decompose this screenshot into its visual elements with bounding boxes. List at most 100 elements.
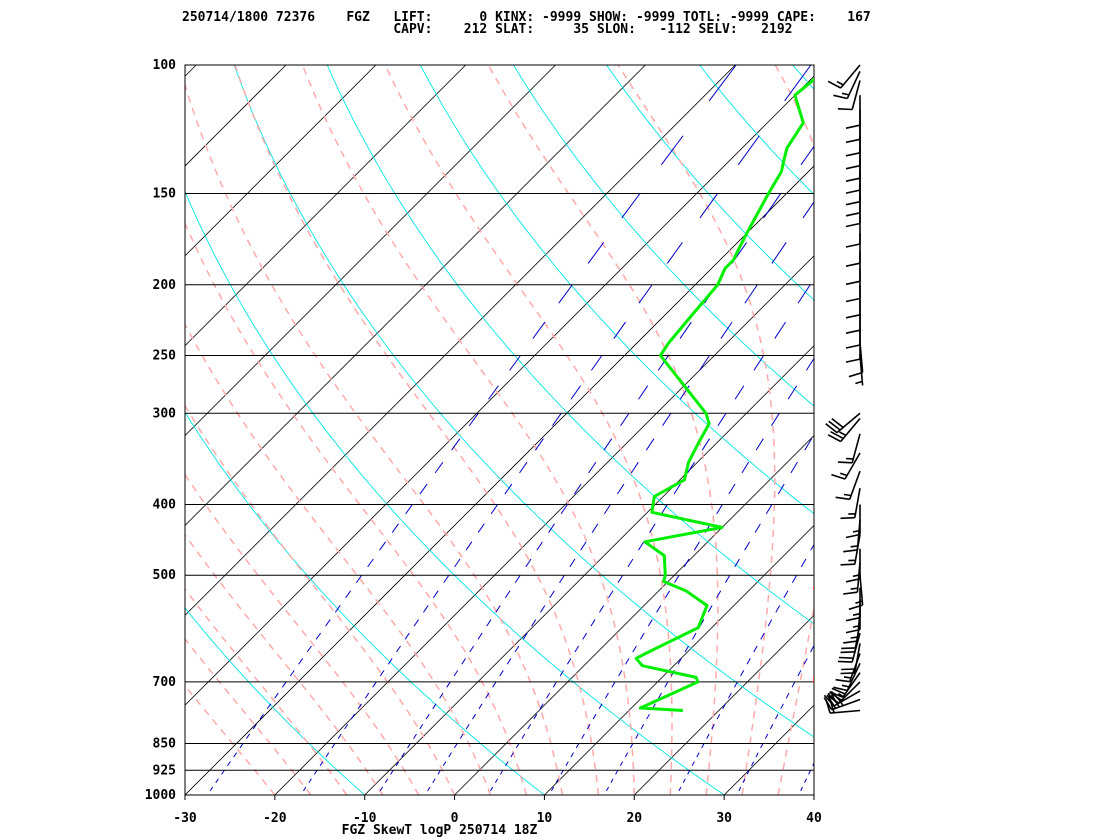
moist-adiabat (234, 65, 600, 795)
mixing-ratio-dash (832, 505, 837, 514)
wind-barb (831, 452, 861, 480)
dry-adiabat (185, 190, 725, 795)
mixing-ratio-dash (826, 734, 828, 739)
wind-barb-full (845, 222, 861, 228)
moist-adiabat (185, 533, 384, 795)
mixing-ratio-dash (922, 542, 926, 550)
dry-adiabat (185, 607, 365, 795)
mixing-ratio-dash (313, 770, 318, 775)
mixing-ratio-dash (797, 670, 802, 677)
dry-adiabat (513, 65, 814, 407)
isotherm-line (274, 255, 814, 795)
wind-barb-half (852, 574, 861, 578)
mixing-ratio-dash (439, 692, 444, 699)
mixing-ratio-dash (345, 590, 352, 599)
wind-barb-half (841, 684, 850, 688)
mixing-ratio-dash (963, 462, 969, 473)
wind-barb-full (830, 430, 844, 440)
mixing-ratio-dash (569, 558, 576, 568)
mixing-ratio-dash (1003, 386, 1011, 400)
mixing-ratio-dash (289, 670, 295, 677)
mixing-ratio-dash (824, 620, 828, 627)
isotherm-line (185, 165, 814, 795)
pressure-tick-label: 500 (153, 568, 177, 583)
mixing-ratio-dash (895, 285, 907, 303)
isotherm-line (185, 65, 287, 167)
mixing-ratio-dash (831, 724, 833, 729)
wind-barb-full (841, 647, 856, 650)
mixing-ratio-dash (549, 590, 555, 599)
mixing-ratio-dash (442, 761, 447, 767)
mixing-ratio-dash (390, 770, 394, 775)
wind-barb-full (845, 280, 861, 286)
mixing-ratio-dash (427, 786, 431, 792)
mixing-ratio-dash (660, 135, 684, 166)
mixing-ratio-dash (1056, 194, 1071, 218)
dry-adiabat (699, 65, 814, 196)
wind-barb (855, 355, 864, 386)
mixing-ratio-dash (565, 761, 569, 767)
mixing-ratio-dash (791, 575, 798, 584)
mixing-ratio-dash (800, 145, 814, 166)
mixing-ratio-dash (608, 590, 614, 599)
wind-barb-full (845, 314, 861, 319)
dry-adiabat (606, 65, 814, 301)
mixing-ratio-dash (821, 524, 826, 533)
wind-barb-full (845, 212, 861, 217)
mixing-ratio-dash (334, 605, 341, 613)
mixing-ratio-dash (827, 322, 838, 338)
wind-barb-half (850, 587, 858, 590)
mixing-ratio-dash (897, 591, 901, 598)
mixing-ratio-dash (499, 670, 504, 677)
mixing-ratio-dash (767, 619, 773, 627)
mixing-ratio-dash (737, 135, 760, 166)
wind-barb (840, 643, 861, 675)
mixing-ratio-dash (598, 703, 603, 710)
isotherm-line (723, 704, 814, 795)
dry-adiabat (419, 65, 814, 515)
wind-barb-staff (840, 417, 861, 443)
mixing-ratio-dash (832, 605, 836, 612)
mixing-ratio-dash (443, 574, 450, 584)
dry-adiabat (185, 411, 545, 795)
mixing-ratio-dash (898, 386, 906, 400)
wind-barb-half (839, 431, 847, 437)
mixing-ratio-dash (791, 681, 796, 688)
mixing-ratio-dash (531, 619, 537, 627)
mixing-ratio-dash (769, 724, 774, 730)
mixing-ratio-dash (982, 65, 1006, 101)
wind-barb (835, 470, 861, 501)
mixing-ratio-dash (950, 386, 958, 400)
mixing-ratio-dash (666, 242, 683, 264)
mixing-ratio-dash (658, 692, 662, 699)
mixing-ratio-dash (221, 769, 225, 775)
mixing-ratio-dash (519, 461, 528, 474)
mixing-ratio-dash (893, 734, 895, 739)
dry-adiabat (233, 65, 814, 738)
mixing-ratio-dash (627, 558, 634, 568)
mixing-ratio-dash (560, 770, 564, 775)
header-line-1: 250714/1800 72376 FGZ LIFT: 0 KINX: -999… (182, 10, 871, 25)
moist-adiabat (774, 65, 814, 795)
mixing-ratio-dash (469, 645, 475, 653)
mixing-ratio-dash (780, 703, 784, 710)
mixing-ratio-dash (716, 504, 723, 515)
mixing-ratio-dash (661, 504, 668, 515)
wind-barb-full (848, 371, 863, 378)
mixing-ratio-dash (1013, 484, 1018, 494)
mixing-ratio-dash (699, 355, 710, 371)
mixing-ratio-dash (558, 284, 573, 304)
wind-barb-staff (836, 412, 861, 434)
mixing-ratio-dash (454, 558, 461, 568)
wind-barb (845, 233, 861, 267)
mixing-ratio-dash (728, 483, 736, 495)
wind-barb (826, 681, 861, 704)
wind-barb-full (843, 549, 858, 553)
mixing-ratio-dash (941, 505, 946, 514)
temperature-tick-label: 30 (716, 811, 732, 826)
mixing-ratio-dash (465, 723, 470, 730)
mixing-ratio-dash (885, 753, 887, 757)
mixing-ratio-dash (765, 504, 773, 515)
